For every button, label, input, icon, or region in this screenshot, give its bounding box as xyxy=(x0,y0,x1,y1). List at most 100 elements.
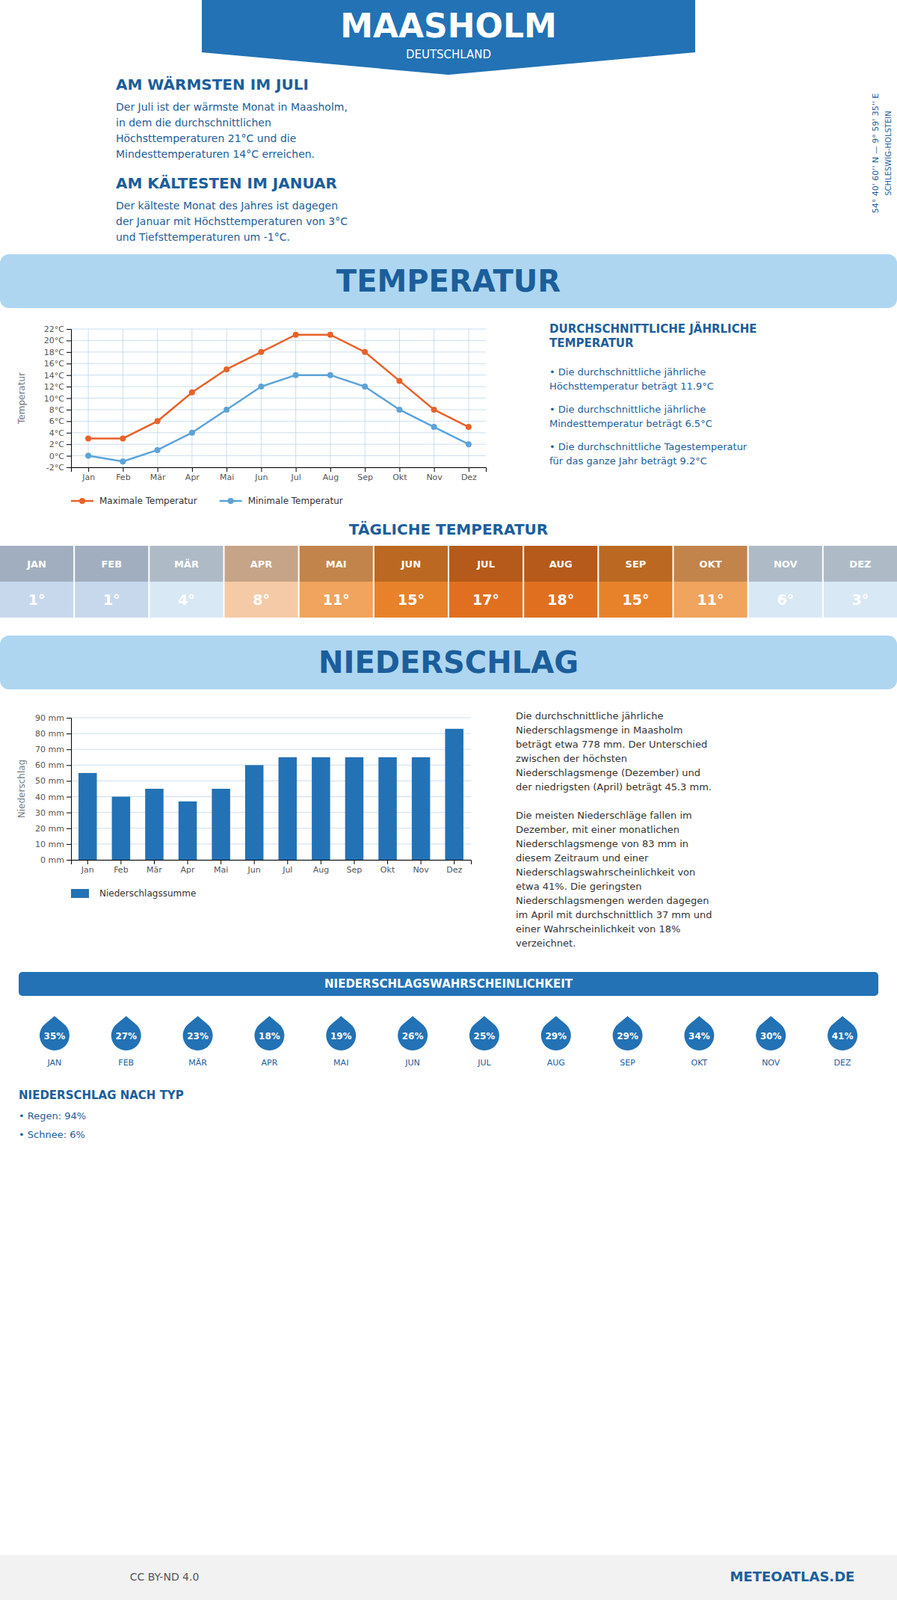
annotation-line: Höchsttemperaturen 21°C und die xyxy=(115,132,297,145)
header-cell xyxy=(748,545,823,582)
category-label: MÄR xyxy=(174,558,199,570)
tick-mark xyxy=(153,859,155,865)
tick-mark xyxy=(192,467,193,472)
data-label: 26% xyxy=(402,1030,424,1042)
tick-mark xyxy=(399,467,400,472)
axis-line xyxy=(66,329,72,468)
y-tick: 40 mm xyxy=(35,792,72,803)
section-band xyxy=(0,635,897,690)
x-tick: Mai xyxy=(219,467,234,483)
y-axis-title: Temperatur xyxy=(16,372,27,425)
value-cell xyxy=(74,581,149,618)
data-label: 41% xyxy=(831,1030,854,1042)
annotation-line: • Schnee: 6% xyxy=(18,1128,86,1140)
axis-line xyxy=(71,860,472,865)
grid-line xyxy=(433,328,435,468)
tick-mark xyxy=(66,444,72,445)
tick-mark xyxy=(66,328,72,330)
category-label: FEB xyxy=(118,1057,134,1068)
category-label: JUN xyxy=(404,1057,421,1068)
annotation-line: Niederschlagsmenge (Dezember) und xyxy=(515,766,701,779)
x-tick-label: Dez xyxy=(461,472,477,483)
legend-item: Niederschlagssumme xyxy=(71,888,196,899)
tick-mark xyxy=(66,409,72,411)
x-tick-label: Mär xyxy=(146,864,163,875)
legend-label: Niederschlagssumme xyxy=(99,888,196,899)
annotation-line: einer Wahrscheinlichkeit von 18% xyxy=(515,923,681,935)
drop xyxy=(612,1015,643,1051)
y-tick: 22°C xyxy=(44,324,72,335)
tick-mark xyxy=(66,812,72,814)
page-subtitle: DEUTSCHLAND xyxy=(405,47,492,62)
annotation: • Die durchschnittliche jährlicheMindest… xyxy=(549,403,713,430)
annotation-line: für das ganze Jahr beträgt 9.2°C xyxy=(549,455,708,467)
tick-mark xyxy=(157,467,159,472)
legend-swatch xyxy=(71,888,89,898)
data-label: 6° xyxy=(776,591,794,608)
tick-mark xyxy=(468,467,470,472)
y-tick-label: 40 mm xyxy=(35,792,65,803)
annotation: • Die durchschnittliche jährlicheHöchstt… xyxy=(549,366,714,392)
x-tick: Jul xyxy=(281,859,293,875)
y-tick: 4°C xyxy=(49,428,72,439)
y-tick: 20°C xyxy=(44,335,72,346)
category-label: MÄR xyxy=(188,1057,208,1068)
y-tick-label: 8°C xyxy=(49,405,65,415)
section-title: TEMPERATUR xyxy=(336,263,561,299)
point xyxy=(396,377,403,384)
y-tick-label: 4°C xyxy=(49,428,65,439)
data-label: 4° xyxy=(177,591,196,608)
point xyxy=(361,349,368,356)
bar xyxy=(345,757,365,860)
chart-title: NIEDERSCHLAGSWAHRSCHEINLICHKEIT xyxy=(324,976,574,991)
y-tick: 20 mm xyxy=(35,823,72,834)
grid-line xyxy=(71,386,486,388)
x-tick: Mär xyxy=(150,467,166,483)
x-tick-label: Feb xyxy=(113,864,128,875)
point xyxy=(396,406,403,413)
x-tick: Aug xyxy=(313,859,329,875)
value-cell xyxy=(374,581,448,618)
annotation-line: Der kälteste Monat des Jahres ist dagege… xyxy=(115,199,338,212)
point xyxy=(119,458,126,465)
bar xyxy=(378,757,397,860)
bar xyxy=(311,757,331,860)
y-tick: 8°C xyxy=(49,405,72,415)
y-tick: 50 mm xyxy=(35,775,72,786)
tick-mark xyxy=(320,859,322,865)
y-tick: 18°C xyxy=(44,347,72,358)
x-tick: Sep xyxy=(357,467,374,483)
x-tick-label: Nov xyxy=(412,864,430,875)
x-tick: Jan xyxy=(80,859,95,875)
annotation-line: Niederschlagsmenge von 83 mm in xyxy=(515,837,689,850)
legend: Maximale TemperaturMinimale Temperatur xyxy=(71,495,344,507)
legend: Niederschlagssumme xyxy=(71,888,196,899)
x-tick-label: Mai xyxy=(213,864,228,875)
y-tick-label: 60 mm xyxy=(35,760,65,770)
tick-mark xyxy=(364,467,366,472)
category-label: MAI xyxy=(325,558,347,570)
annotation-line: Niederschlagswahrscheinlichkeit von xyxy=(515,866,696,878)
line xyxy=(88,375,469,462)
data-label: 23% xyxy=(186,1030,209,1042)
point xyxy=(223,366,230,373)
grid-line xyxy=(71,455,486,456)
x-tick-label: Apr xyxy=(180,864,196,875)
point xyxy=(189,429,196,436)
category-label: JUL xyxy=(476,558,495,570)
y-tick-label: 90 mm xyxy=(35,713,65,723)
annotation: Der Juli ist der wärmste Monat in Maasho… xyxy=(115,100,348,160)
y-tick-label: 16°C xyxy=(44,358,65,369)
axis-line xyxy=(71,467,487,473)
tick-mark xyxy=(420,859,422,865)
x-tick: Nov xyxy=(412,859,430,875)
annotation-line: der niedrigsten (April) beträgt 45.3 mm. xyxy=(515,781,712,793)
tick-mark xyxy=(66,432,72,434)
x-tick-label: Jan xyxy=(80,864,95,875)
y-tick-label: 22°C xyxy=(44,324,65,335)
point xyxy=(223,406,230,413)
drop xyxy=(39,1015,70,1051)
header-cell xyxy=(523,545,598,582)
category-label: OKT xyxy=(691,1057,708,1068)
tick-mark xyxy=(434,467,436,472)
